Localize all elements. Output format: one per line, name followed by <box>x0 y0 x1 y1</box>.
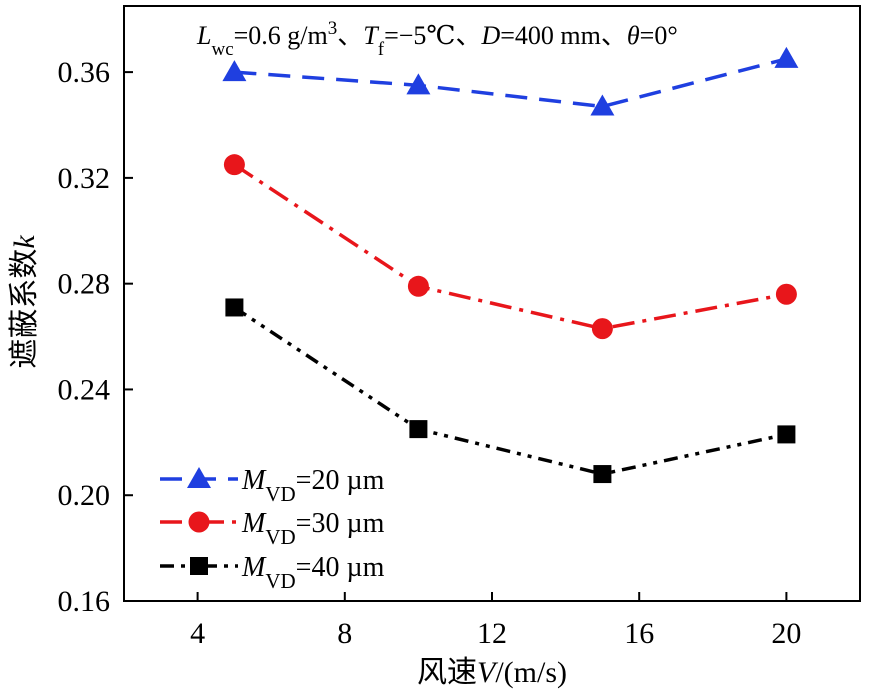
data-point <box>225 298 244 317</box>
legend-item-2: MVD=30 µm <box>160 508 385 549</box>
y-tick-label: 0.36 <box>58 56 111 89</box>
x-tick-label: 8 <box>337 617 352 650</box>
axis-titles: 风速V/(m/s) 遮蔽系数k <box>8 235 567 689</box>
data-point <box>591 318 613 340</box>
legend-label: MVD=20 µm <box>241 465 385 506</box>
y-tick-label: 0.32 <box>58 162 111 195</box>
axis-ticks: 4 8 12 16 20 0.16 0.20 0.24 0.28 0.32 0.36 <box>58 56 802 650</box>
legend-marker <box>187 467 211 488</box>
data-point <box>409 420 428 439</box>
y-tick-label: 0.28 <box>58 268 111 301</box>
series-line <box>234 57 787 109</box>
data-point <box>223 154 245 176</box>
legend-marker <box>190 557 208 575</box>
legend-marker <box>188 511 210 533</box>
series-line <box>233 163 787 331</box>
legend-item-3: MVD=40 µm <box>160 552 385 593</box>
data-point <box>774 46 799 68</box>
series-2 <box>223 154 797 340</box>
series-layer <box>222 46 799 484</box>
legend-label: MVD=40 µm <box>241 552 385 593</box>
y-tick-label: 0.16 <box>58 585 111 618</box>
x-tick-label: 4 <box>190 617 205 650</box>
series-3 <box>225 298 796 484</box>
series-line <box>233 306 787 476</box>
y-tick-label: 0.20 <box>58 479 111 512</box>
chart-title-text: Lwc=0.6 g/m3、Tf=−5℃、D=400 mm、θ=0° <box>196 18 678 60</box>
legend-label: MVD=30 µm <box>241 508 385 549</box>
x-tick-label: 16 <box>624 617 654 650</box>
x-tick-label: 20 <box>771 617 801 650</box>
series-1 <box>222 46 799 116</box>
legend-item-1: MVD=20 µm <box>160 465 385 506</box>
data-point <box>222 60 247 82</box>
data-point <box>777 425 796 444</box>
y-axis-title: 遮蔽系数k <box>8 235 41 369</box>
x-tick-label: 12 <box>477 617 507 650</box>
chart-title: Lwc=0.6 g/m3、Tf=−5℃、D=400 mm、θ=0° <box>196 18 678 60</box>
data-point <box>590 94 615 116</box>
data-point <box>407 275 429 297</box>
y-tick-label: 0.24 <box>58 373 111 406</box>
x-axis-title: 风速V/(m/s) <box>417 656 567 689</box>
data-point <box>406 73 431 95</box>
data-point <box>593 465 612 484</box>
data-point <box>775 283 797 305</box>
